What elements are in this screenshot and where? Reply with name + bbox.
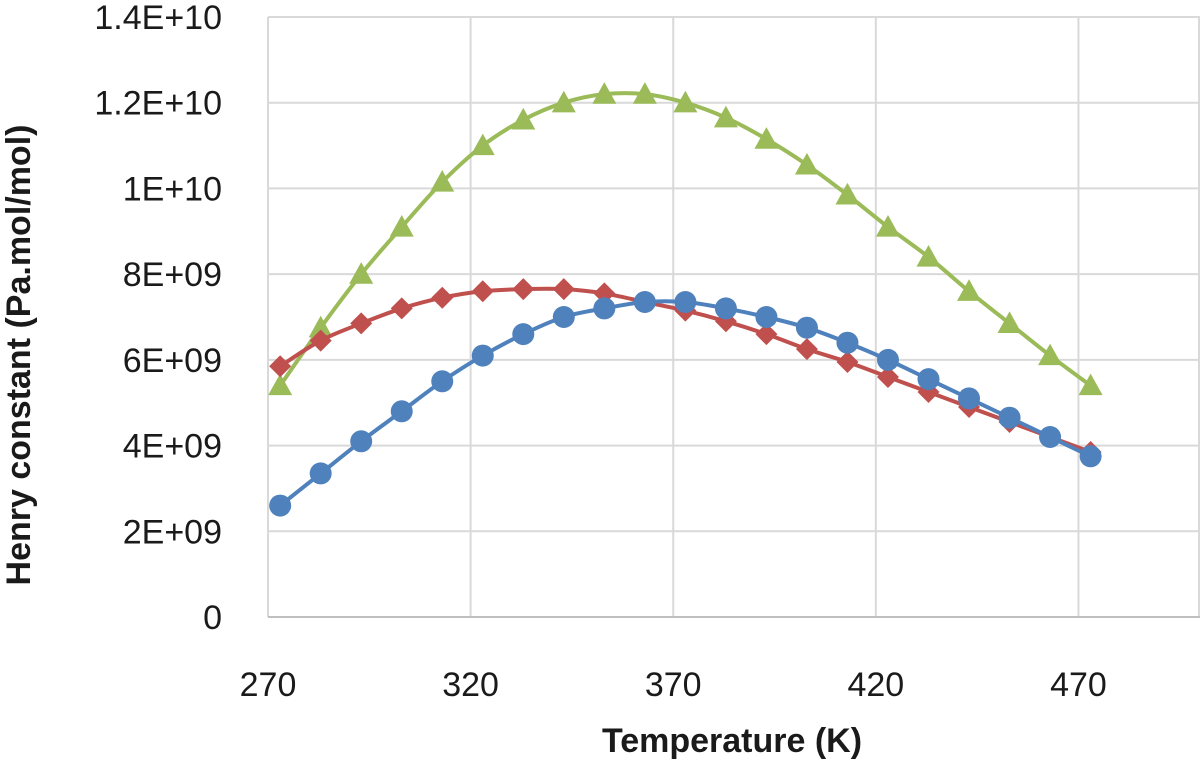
data-point	[917, 368, 940, 391]
data-point	[632, 82, 657, 104]
data-point	[998, 406, 1021, 429]
data-point	[471, 280, 494, 303]
x-tick-label: 270	[240, 666, 297, 704]
data-point	[755, 323, 778, 346]
data-point	[551, 90, 576, 113]
x-axis-title: Temperature (K)	[602, 722, 862, 760]
data-point	[309, 329, 332, 352]
data-point	[836, 331, 859, 354]
data-point	[754, 127, 779, 149]
data-point	[997, 311, 1022, 334]
gridlines	[267, 16, 1200, 617]
data-point	[755, 306, 778, 328]
data-point	[350, 430, 373, 453]
data-point	[794, 152, 819, 175]
data-point	[511, 107, 536, 130]
data-point	[431, 370, 454, 393]
y-tick-label: 1.2E+10	[94, 85, 222, 123]
data-point	[713, 105, 738, 128]
data-point	[552, 306, 575, 328]
data-point	[1038, 343, 1063, 366]
x-tick-label: 370	[645, 666, 702, 704]
data-point	[835, 182, 860, 205]
x-tick-label: 420	[847, 666, 904, 704]
series-triangle	[268, 82, 1103, 396]
data-point	[592, 82, 617, 104]
tick-labels: 0 2E+09 4E+09 6E+09 8E+09 1E+10 1.2E+10 1.4E+10…	[94, 0, 1106, 704]
data-point	[876, 348, 899, 371]
data-point	[714, 297, 737, 320]
data-point	[269, 494, 292, 517]
data-point	[512, 323, 535, 346]
x-tick-label: 320	[442, 666, 499, 704]
data-point	[673, 90, 698, 113]
data-point	[916, 245, 941, 267]
data-point	[1039, 426, 1062, 448]
y-axis-title: Henry constant (Pa.mol/mol)	[0, 125, 38, 586]
data-point	[593, 297, 616, 320]
y-tick-label: 6E+09	[123, 342, 222, 380]
data-point	[958, 387, 981, 410]
data-point	[836, 351, 859, 373]
data-point	[876, 366, 899, 388]
data-point	[309, 462, 332, 485]
x-tick-label: 470	[1050, 666, 1107, 704]
y-tick-label: 1E+10	[123, 170, 222, 208]
y-tick-label: 2E+09	[123, 513, 222, 551]
data-point	[431, 286, 454, 309]
y-tick-label: 8E+09	[123, 256, 222, 294]
y-tick-label: 0	[203, 599, 222, 637]
data-point	[308, 315, 333, 338]
data-point	[1078, 373, 1103, 396]
data-point	[552, 278, 575, 301]
data-point	[430, 170, 455, 192]
data-point	[471, 344, 494, 367]
data-point	[1079, 445, 1102, 468]
data-point	[349, 262, 374, 284]
y-tick-label: 1.4E+10	[94, 0, 222, 37]
data-point	[875, 215, 900, 237]
series-circle	[269, 291, 1102, 517]
series-line	[278, 91, 1092, 388]
data-point	[268, 373, 293, 396]
data-point	[674, 291, 697, 313]
data-point	[633, 291, 656, 313]
data-point	[470, 133, 495, 156]
data-point	[512, 278, 535, 301]
data-point	[390, 297, 413, 320]
series-group	[268, 82, 1103, 517]
data-point	[957, 279, 982, 301]
data-point	[390, 400, 413, 423]
data-point	[795, 316, 818, 339]
data-point	[389, 215, 414, 237]
data-point	[269, 355, 292, 378]
data-point	[350, 312, 373, 335]
y-tick-label: 4E+09	[123, 428, 222, 466]
data-point	[795, 338, 818, 361]
